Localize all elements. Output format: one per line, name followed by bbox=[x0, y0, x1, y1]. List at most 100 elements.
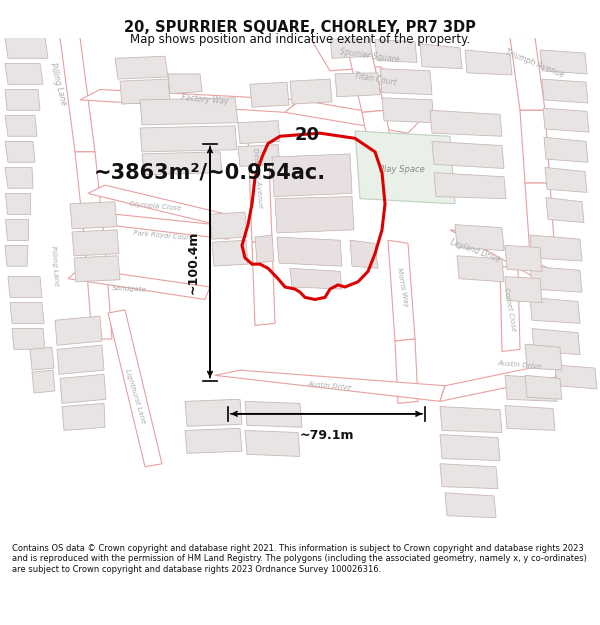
Polygon shape bbox=[505, 406, 555, 431]
Polygon shape bbox=[525, 344, 562, 370]
Polygon shape bbox=[440, 434, 500, 461]
Polygon shape bbox=[5, 246, 28, 266]
Polygon shape bbox=[380, 69, 432, 94]
Polygon shape bbox=[290, 268, 342, 289]
Polygon shape bbox=[70, 202, 117, 229]
Polygon shape bbox=[543, 108, 589, 132]
Text: Map shows position and indicative extent of the property.: Map shows position and indicative extent… bbox=[130, 32, 470, 46]
Polygon shape bbox=[445, 493, 496, 518]
Text: Deanery Avenue: Deanery Avenue bbox=[253, 148, 263, 208]
Polygon shape bbox=[250, 82, 289, 107]
Polygon shape bbox=[545, 168, 587, 192]
Polygon shape bbox=[140, 98, 238, 125]
Polygon shape bbox=[245, 431, 300, 456]
Text: Play Space: Play Space bbox=[379, 165, 425, 174]
Polygon shape bbox=[32, 370, 55, 393]
Polygon shape bbox=[5, 38, 48, 58]
Polygon shape bbox=[75, 152, 105, 246]
Polygon shape bbox=[360, 67, 400, 84]
Polygon shape bbox=[68, 268, 210, 299]
Polygon shape bbox=[375, 39, 417, 62]
Text: ~79.1m: ~79.1m bbox=[299, 429, 354, 442]
Polygon shape bbox=[8, 277, 42, 298]
Polygon shape bbox=[500, 266, 520, 351]
Polygon shape bbox=[272, 154, 352, 196]
Polygon shape bbox=[140, 126, 237, 152]
Polygon shape bbox=[290, 79, 332, 104]
Polygon shape bbox=[530, 298, 580, 323]
Polygon shape bbox=[215, 370, 445, 401]
Polygon shape bbox=[420, 44, 462, 69]
Text: Austin Drive: Austin Drive bbox=[308, 381, 352, 391]
Polygon shape bbox=[120, 79, 170, 104]
Polygon shape bbox=[335, 73, 380, 97]
Polygon shape bbox=[168, 74, 202, 94]
Polygon shape bbox=[285, 100, 420, 133]
Polygon shape bbox=[505, 246, 542, 271]
Text: Park Royal Court: Park Royal Court bbox=[133, 229, 191, 241]
Text: Factory Way: Factory Way bbox=[181, 93, 229, 106]
Polygon shape bbox=[108, 310, 162, 467]
Text: Sandgate: Sandgate bbox=[112, 285, 148, 293]
Text: Pilling Lane: Pilling Lane bbox=[50, 246, 60, 287]
Text: Titan Court: Titan Court bbox=[353, 71, 397, 88]
Text: Contains OS data © Crown copyright and database right 2021. This information is : Contains OS data © Crown copyright and d… bbox=[12, 544, 587, 574]
Polygon shape bbox=[362, 110, 395, 164]
Polygon shape bbox=[430, 110, 502, 136]
Polygon shape bbox=[310, 38, 360, 71]
Polygon shape bbox=[510, 38, 545, 110]
Text: Austin Drive: Austin Drive bbox=[497, 360, 542, 370]
Polygon shape bbox=[238, 144, 280, 166]
Polygon shape bbox=[440, 464, 498, 489]
Polygon shape bbox=[80, 89, 300, 112]
Text: Lighthurst Lane: Lighthurst Lane bbox=[124, 368, 146, 424]
Polygon shape bbox=[88, 185, 235, 227]
Polygon shape bbox=[440, 362, 560, 401]
Polygon shape bbox=[505, 376, 557, 401]
Polygon shape bbox=[57, 345, 104, 374]
Polygon shape bbox=[388, 240, 415, 341]
Polygon shape bbox=[350, 240, 378, 268]
Polygon shape bbox=[255, 235, 274, 263]
Text: 20: 20 bbox=[295, 126, 320, 144]
Polygon shape bbox=[212, 240, 248, 266]
Polygon shape bbox=[382, 98, 434, 122]
Polygon shape bbox=[275, 196, 354, 233]
Polygon shape bbox=[355, 131, 455, 204]
Polygon shape bbox=[395, 339, 418, 403]
Polygon shape bbox=[210, 212, 247, 239]
Polygon shape bbox=[277, 237, 342, 266]
Polygon shape bbox=[105, 214, 235, 239]
Polygon shape bbox=[5, 116, 37, 136]
Polygon shape bbox=[85, 246, 112, 339]
Polygon shape bbox=[55, 316, 102, 345]
Polygon shape bbox=[465, 50, 512, 75]
Polygon shape bbox=[60, 374, 106, 403]
Polygon shape bbox=[74, 256, 120, 282]
Text: ~3863m²/~0.954ac.: ~3863m²/~0.954ac. bbox=[94, 162, 326, 182]
Polygon shape bbox=[60, 38, 95, 152]
Text: 20, SPURRIER SQUARE, CHORLEY, PR7 3DP: 20, SPURRIER SQUARE, CHORLEY, PR7 3DP bbox=[124, 20, 476, 35]
Text: Triumph Avenue: Triumph Avenue bbox=[504, 48, 566, 79]
Polygon shape bbox=[450, 230, 555, 285]
Polygon shape bbox=[245, 401, 302, 428]
Polygon shape bbox=[30, 348, 54, 370]
Polygon shape bbox=[5, 141, 35, 162]
Polygon shape bbox=[238, 121, 280, 144]
Polygon shape bbox=[345, 38, 385, 112]
Polygon shape bbox=[115, 56, 168, 79]
Polygon shape bbox=[542, 79, 588, 103]
Polygon shape bbox=[432, 141, 504, 169]
Text: ~100.4m: ~100.4m bbox=[187, 231, 200, 294]
Polygon shape bbox=[555, 365, 597, 389]
Text: Morris Way: Morris Way bbox=[395, 267, 409, 308]
Text: Comet Close: Comet Close bbox=[503, 288, 517, 332]
Polygon shape bbox=[530, 266, 582, 292]
Polygon shape bbox=[62, 403, 105, 431]
Polygon shape bbox=[5, 64, 43, 84]
Polygon shape bbox=[12, 329, 45, 349]
Polygon shape bbox=[520, 110, 550, 183]
Polygon shape bbox=[142, 152, 222, 175]
Polygon shape bbox=[5, 89, 40, 110]
Polygon shape bbox=[185, 399, 242, 426]
